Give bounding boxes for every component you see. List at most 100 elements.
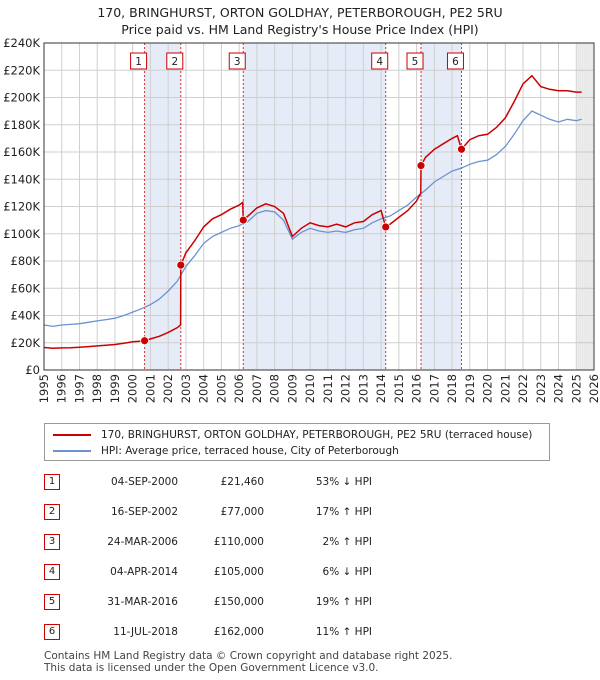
sale-1-point bbox=[140, 336, 149, 346]
row-hpi: 19% ↑ HPI bbox=[315, 596, 372, 608]
row-price: £162,000 bbox=[213, 626, 264, 638]
row-price: £110,000 bbox=[213, 536, 264, 548]
row-hpi: 17% ↑ HPI bbox=[315, 506, 372, 518]
x-tick-label: 2001 bbox=[143, 374, 157, 403]
sale-3-label-box bbox=[228, 52, 246, 70]
x-tick-label: 2003 bbox=[179, 374, 193, 403]
sale-5-label-box bbox=[406, 52, 424, 70]
x-tick-label: 2013 bbox=[356, 374, 370, 403]
sale-3-label: 3 bbox=[234, 56, 241, 68]
x-tick-label: 2010 bbox=[303, 374, 317, 403]
y-tick-label: £220K bbox=[3, 63, 40, 77]
price-chart: 1 2 3 4 5 6 £0 £20K £40K £60K £80K £100K £120K £140K… bbox=[3, 36, 600, 403]
table-row: 1 04-SEP-2000 £21,460 53% ↓ HPI bbox=[44, 472, 564, 492]
sale-1-label-box bbox=[130, 52, 148, 70]
x-tick-label: 2015 bbox=[392, 374, 406, 403]
x-tick-label: 2020 bbox=[481, 374, 495, 403]
row-number-badge: 1 bbox=[44, 474, 60, 490]
hpi-series-line bbox=[43, 110, 582, 328]
row-number-badge: 3 bbox=[44, 534, 60, 550]
x-tick-label: 2000 bbox=[126, 374, 140, 403]
table-row: 4 04-APR-2014 £105,000 6% ↓ HPI bbox=[44, 562, 564, 582]
x-tick-label: 2021 bbox=[498, 374, 512, 403]
x-tick-label: 2012 bbox=[339, 374, 353, 403]
y-tick-label: £120K bbox=[3, 200, 40, 214]
row-number-badge: 6 bbox=[44, 624, 60, 640]
row-hpi: 11% ↑ HPI bbox=[315, 626, 372, 638]
row-price: £21,460 bbox=[220, 476, 264, 488]
legend-property-label: 170, BRINGHURST, ORTON GOLDHAY, PETERBOR… bbox=[101, 429, 533, 441]
sale-6-label: 6 bbox=[452, 56, 459, 68]
y-tick-label: £140K bbox=[3, 172, 40, 186]
sale-6-label-box bbox=[446, 52, 464, 70]
sale-5-point bbox=[416, 161, 426, 171]
sale-points bbox=[140, 144, 466, 346]
legend-item-property: 170, BRINGHURST, ORTON GOLDHAY, PETERBOR… bbox=[53, 428, 532, 442]
y-tick-label: £160K bbox=[3, 145, 40, 159]
x-tick-label: 2019 bbox=[463, 374, 477, 403]
row-number-badge: 5 bbox=[44, 594, 60, 610]
row-hpi: 2% ↑ HPI bbox=[322, 536, 372, 548]
row-number-badge: 2 bbox=[44, 504, 60, 520]
x-tick-label: 2008 bbox=[268, 374, 282, 403]
sale-4-point bbox=[381, 222, 391, 232]
x-tick-label: 2026 bbox=[587, 374, 600, 403]
footer-licence: This data is licensed under the Open Gov… bbox=[44, 662, 379, 674]
x-tick-label: 1995 bbox=[37, 374, 51, 403]
table-row: 5 31-MAR-2016 £150,000 19% ↑ HPI bbox=[44, 592, 564, 612]
x-tick-label: 2022 bbox=[516, 374, 530, 403]
sale-labels: 1 2 3 4 5 6 bbox=[130, 52, 464, 70]
row-number-badge: 4 bbox=[44, 564, 60, 580]
x-tick-label: 1996 bbox=[55, 374, 69, 403]
row-hpi: 6% ↓ HPI bbox=[322, 566, 372, 578]
x-tick-label: 2014 bbox=[374, 374, 388, 403]
y-tick-label: £60K bbox=[11, 281, 41, 295]
sale-4-label: 4 bbox=[376, 56, 383, 68]
row-date: 31-MAR-2016 bbox=[107, 596, 178, 608]
table-row: 2 16-SEP-2002 £77,000 17% ↑ HPI bbox=[44, 502, 564, 522]
x-tick-label: 2005 bbox=[214, 374, 228, 403]
x-tick-label: 2011 bbox=[321, 374, 335, 403]
legend-property-swatch bbox=[53, 434, 91, 436]
x-tick-label: 2025 bbox=[569, 374, 583, 403]
sale-3-point bbox=[238, 215, 248, 225]
y-tick-label: £180K bbox=[3, 118, 40, 132]
x-tick-label: 2024 bbox=[552, 374, 566, 403]
sale-2-label-box bbox=[166, 52, 184, 70]
x-tick-label: 2017 bbox=[427, 374, 441, 403]
x-tick-label: 1999 bbox=[108, 374, 122, 403]
y-tick-label: £100K bbox=[3, 227, 40, 241]
forecast-hatch bbox=[577, 43, 593, 370]
sale-4-label-box bbox=[371, 52, 389, 70]
x-tick-labels: 1995 1996 1997 1998 1999 2000 2001 2002 2003 2004… bbox=[37, 374, 600, 403]
x-tick-label: 2009 bbox=[285, 374, 299, 403]
chart-subtitle: Price paid vs. HM Land Registry's House … bbox=[121, 22, 479, 37]
x-tick-label: 2018 bbox=[445, 374, 459, 403]
footer: Contains HM Land Registry data © Crown c… bbox=[44, 650, 452, 674]
x-tick-label: 2004 bbox=[197, 374, 211, 403]
chart-title: 170, BRINGHURST, ORTON GOLDHAY, PETERBOR… bbox=[97, 5, 503, 20]
y-tick-label: £0 bbox=[25, 363, 40, 377]
y-tick-label: £80K bbox=[11, 254, 41, 268]
sale-2-point bbox=[176, 260, 186, 270]
y-tick-label: £200K bbox=[3, 91, 40, 105]
x-tick-label: 2016 bbox=[410, 374, 424, 403]
x-tick-label: 1998 bbox=[90, 374, 104, 403]
y-tick-labels: £0 £20K £40K £60K £80K £100K £120K £140K £160K £1… bbox=[3, 36, 40, 377]
row-hpi: 53% ↓ HPI bbox=[315, 476, 372, 488]
sale-1-label: 1 bbox=[135, 56, 142, 68]
sale-5-label: 5 bbox=[412, 56, 419, 68]
y-tick-label: £20K bbox=[11, 336, 41, 350]
legend-hpi-label: HPI: Average price, terraced house, City… bbox=[101, 445, 399, 457]
row-date: 16-SEP-2002 bbox=[110, 506, 178, 518]
row-price: £150,000 bbox=[213, 596, 264, 608]
row-price: £77,000 bbox=[220, 506, 264, 518]
plot-frame bbox=[43, 42, 595, 371]
row-date: 11-JUL-2018 bbox=[113, 626, 178, 638]
row-date: 04-APR-2014 bbox=[110, 566, 178, 578]
chart-title-block: 170, BRINGHURST, ORTON GOLDHAY, PETERBOR… bbox=[0, 4, 600, 38]
x-tick-label: 1997 bbox=[72, 374, 86, 403]
legend: 170, BRINGHURST, ORTON GOLDHAY, PETERBOR… bbox=[44, 423, 550, 461]
y-tick-label: £240K bbox=[3, 36, 40, 50]
x-tick-label: 2023 bbox=[534, 374, 548, 403]
